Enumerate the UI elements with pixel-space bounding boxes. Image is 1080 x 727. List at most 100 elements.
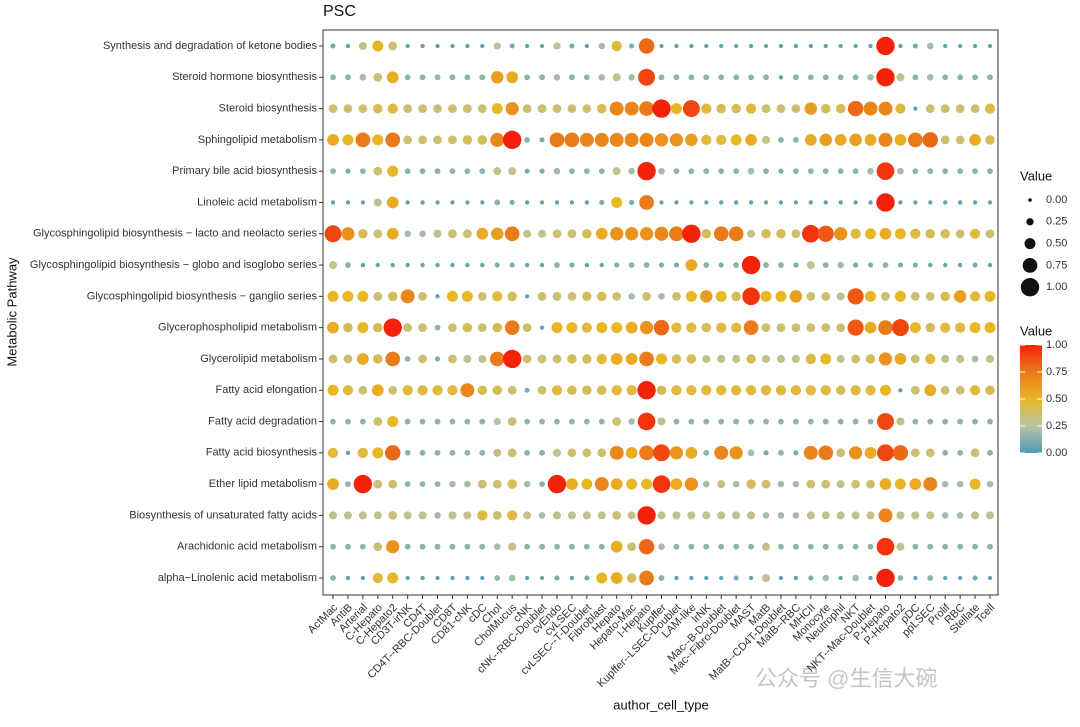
dot	[957, 74, 964, 81]
dot	[419, 230, 426, 238]
dot	[404, 418, 411, 425]
dot	[404, 168, 411, 175]
dot	[957, 43, 963, 49]
dot	[639, 101, 654, 116]
dot	[360, 575, 366, 581]
dot	[745, 103, 757, 114]
dot	[465, 262, 470, 268]
dot	[598, 418, 605, 425]
dot	[343, 511, 352, 520]
dot	[910, 291, 920, 301]
dot	[387, 165, 399, 177]
dot	[385, 445, 401, 461]
dot	[876, 568, 895, 588]
dot	[345, 543, 351, 550]
dot	[852, 74, 859, 81]
dot	[639, 227, 654, 241]
dot	[731, 322, 742, 333]
dot	[793, 450, 799, 456]
dot	[898, 200, 903, 205]
y-tick-label: Glycosphingolipid biosynthesis − globo a…	[30, 259, 318, 271]
dot	[404, 449, 411, 456]
dot	[897, 262, 903, 268]
dot	[342, 134, 354, 146]
dot	[357, 322, 369, 334]
dot	[776, 229, 786, 239]
dot	[718, 74, 725, 81]
dot	[417, 385, 428, 396]
dot	[852, 168, 859, 175]
dot	[940, 135, 950, 145]
dot	[357, 447, 368, 458]
dot	[328, 354, 338, 364]
dot	[987, 43, 993, 49]
x-axis-title: author_cell_type	[613, 697, 708, 712]
dot	[957, 543, 964, 550]
dot	[700, 290, 713, 303]
y-tick-label: Arachidonic acid metabolism	[177, 541, 317, 553]
dot	[491, 103, 503, 115]
dot	[822, 574, 830, 582]
dot	[375, 262, 380, 268]
color-legend-label: 0.75	[1046, 366, 1067, 378]
color-legend-label: 0.00	[1046, 447, 1067, 459]
dot	[971, 511, 980, 520]
dot	[599, 199, 605, 206]
dot	[775, 290, 787, 302]
dot	[659, 200, 664, 205]
dot	[760, 385, 772, 396]
dot	[509, 199, 515, 206]
dot	[628, 262, 635, 268]
dot	[942, 168, 949, 175]
dot	[659, 43, 664, 49]
dot	[432, 385, 443, 396]
dot	[688, 74, 695, 81]
dot	[554, 262, 560, 268]
dot	[490, 132, 505, 147]
dot	[435, 262, 440, 268]
y-tick-label: Glycosphingolipid biosynthesis − ganglio…	[87, 290, 318, 302]
dot	[922, 132, 938, 148]
dot	[801, 224, 820, 243]
dot	[502, 130, 522, 150]
dot	[733, 200, 739, 205]
dot	[420, 262, 425, 268]
dot	[877, 444, 894, 462]
dot	[777, 480, 785, 488]
dot	[491, 227, 504, 241]
dot	[717, 480, 726, 489]
dot	[418, 323, 427, 333]
dot	[747, 449, 755, 457]
dot	[341, 227, 355, 241]
dot	[492, 511, 502, 520]
dot	[985, 511, 995, 520]
y-tick-label: Fatty acid elongation	[215, 384, 317, 396]
dot	[373, 103, 383, 114]
dot	[763, 168, 769, 175]
dot	[943, 262, 948, 268]
dot	[791, 229, 801, 239]
dot	[598, 74, 606, 81]
size-legend-dot	[1020, 278, 1040, 297]
dot	[909, 478, 922, 490]
dot	[986, 480, 994, 488]
dot	[971, 355, 979, 363]
dot	[717, 511, 726, 520]
dot	[686, 354, 697, 364]
dot	[820, 103, 831, 114]
dot	[330, 200, 336, 205]
y-tick-label: Steroid biosynthesis	[219, 102, 318, 114]
dot	[524, 418, 531, 425]
dot	[987, 575, 993, 581]
dot	[969, 228, 981, 239]
dot	[434, 543, 441, 550]
y-tick-label: Synthesis and degradation of ketone bodi…	[103, 40, 318, 52]
dot	[868, 200, 873, 205]
dot	[522, 354, 532, 364]
dot	[760, 290, 772, 302]
dot	[733, 418, 740, 425]
dot	[345, 168, 351, 174]
dot	[852, 574, 859, 582]
dot	[373, 198, 382, 207]
dot	[448, 511, 457, 520]
